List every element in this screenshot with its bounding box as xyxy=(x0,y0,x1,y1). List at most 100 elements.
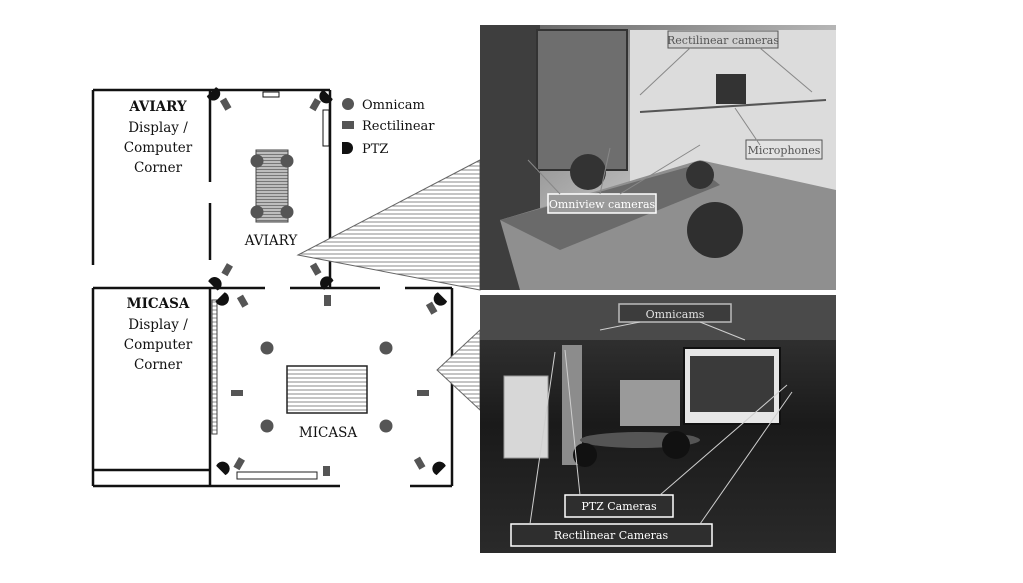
rectilinear-marker xyxy=(425,301,438,315)
omnicam-marker xyxy=(379,341,393,355)
ptz-marker xyxy=(433,292,448,306)
aviary-photo: Rectilinear cameras Microphones Omniview… xyxy=(480,25,836,290)
rectilinear-marker xyxy=(231,390,243,396)
pointer-line xyxy=(529,351,556,525)
whiteboard xyxy=(503,375,549,459)
speaker xyxy=(716,74,746,104)
ptz-marker xyxy=(319,89,333,104)
pointer-line xyxy=(759,47,813,93)
micasa-bottom-bench xyxy=(236,471,318,480)
ptz-marker xyxy=(208,277,222,291)
rectilinear-marker xyxy=(233,457,245,471)
ptz-marker xyxy=(320,276,334,290)
microphones-box xyxy=(745,139,823,160)
rectilinear-marker xyxy=(221,263,233,277)
aviary-corner-line: Computer xyxy=(124,140,193,156)
micasa-photo: Omnicams PTZ Cameras Rectilinear Cameras xyxy=(480,295,836,553)
floor xyxy=(500,160,836,290)
pointer-line xyxy=(734,107,761,146)
micasa-corner-line: Computer xyxy=(124,337,193,353)
micasa-view-cone xyxy=(436,328,481,412)
ptz-marker xyxy=(432,461,446,476)
rectilinear-marker xyxy=(413,456,426,470)
aviary-corner-line: Display / xyxy=(128,120,188,136)
aviary-room-label: AVIARY xyxy=(244,233,299,249)
rectilinear-marker xyxy=(417,390,429,396)
wall-map xyxy=(536,29,628,171)
rectilinear-camera xyxy=(323,466,330,476)
rectilinear-cameras-label: Rectilinear Cameras xyxy=(554,529,669,542)
omniview-cameras-box xyxy=(547,193,657,214)
chair xyxy=(662,431,690,459)
chair xyxy=(686,161,714,189)
rectilinear-marker xyxy=(309,98,321,112)
ptz-cameras-box xyxy=(564,494,674,518)
micasa-corner-line: Display / xyxy=(128,317,188,333)
ptz-marker xyxy=(206,87,221,101)
pointer-line xyxy=(599,147,611,195)
legend-omnicam-label: Omnicam xyxy=(362,98,425,113)
curtain xyxy=(562,345,582,465)
aviary-view-cone xyxy=(296,159,481,291)
aviary-corner-line: Corner xyxy=(134,160,183,176)
pointer-line xyxy=(527,159,561,195)
aviary-corner-label: AVIARY Display / Computer Corner xyxy=(124,99,193,176)
chair xyxy=(687,202,743,258)
pointer-line xyxy=(639,47,691,96)
floor-plan xyxy=(91,88,454,488)
micasa-room-label: MICASA xyxy=(299,425,357,441)
omnicam-marker xyxy=(260,419,274,433)
legend-omnicam-swatch xyxy=(342,98,354,110)
omnicam-marker xyxy=(280,154,294,168)
omnicam-marker xyxy=(250,205,264,219)
rail xyxy=(639,99,827,113)
micasa-corner-line: Corner xyxy=(134,357,183,373)
legend-rectilinear-swatch xyxy=(342,121,354,129)
chair xyxy=(570,154,606,190)
omniview-cameras-label: Omniview cameras xyxy=(549,198,656,211)
pointer-line xyxy=(619,144,701,195)
rectilinear-marker xyxy=(236,294,249,308)
screen-content xyxy=(690,356,774,412)
legend-ptz-label: PTZ xyxy=(362,142,388,157)
microphones-label: Microphones xyxy=(748,144,821,157)
pointer-line xyxy=(659,384,788,496)
aviary-pointers xyxy=(527,47,813,195)
legend: Omnicam Rectilinear PTZ xyxy=(342,98,435,157)
omnicam-marker xyxy=(379,419,393,433)
ptz-marker xyxy=(215,292,229,306)
ptz-cameras xyxy=(206,87,448,476)
rectilinear-cameras-box xyxy=(667,30,779,49)
rectilinear-marker xyxy=(219,97,232,111)
omnicam-marker xyxy=(280,205,294,219)
pointer-line xyxy=(699,391,793,525)
aviary-corner-line: AVIARY xyxy=(128,99,187,115)
rectilinear-cameras-label: Rectilinear cameras xyxy=(667,34,779,47)
omnicams-box xyxy=(618,303,732,323)
legend-ptz-swatch xyxy=(342,142,353,154)
omnicam-marker xyxy=(260,341,274,355)
micasa-table xyxy=(286,365,368,414)
micasa-corner-label: MICASA Display / Computer Corner xyxy=(124,296,193,373)
micasa-left-shelf xyxy=(211,299,218,435)
omnicams-label: Omnicams xyxy=(646,308,705,321)
shelf xyxy=(322,109,330,147)
legend-rectilinear-label: Rectilinear xyxy=(362,119,435,134)
omnicam-marker xyxy=(250,154,264,168)
cabinet xyxy=(620,380,680,426)
chair xyxy=(573,443,597,467)
rectilinear-cameras xyxy=(219,97,438,471)
micasa-pointers xyxy=(529,321,793,525)
rectilinear-marker xyxy=(309,262,322,276)
pointer-line xyxy=(564,349,581,496)
rectilinear-cameras-box xyxy=(510,523,713,547)
ptz-marker xyxy=(216,461,230,476)
pointer-line xyxy=(599,321,641,331)
ptz-cameras-label: PTZ Cameras xyxy=(581,500,657,513)
pointer-line xyxy=(699,321,746,341)
door-marker xyxy=(262,91,280,98)
rectilinear-marker xyxy=(324,295,331,306)
micasa-corner-line: MICASA xyxy=(127,296,190,312)
omnicams xyxy=(250,154,393,433)
